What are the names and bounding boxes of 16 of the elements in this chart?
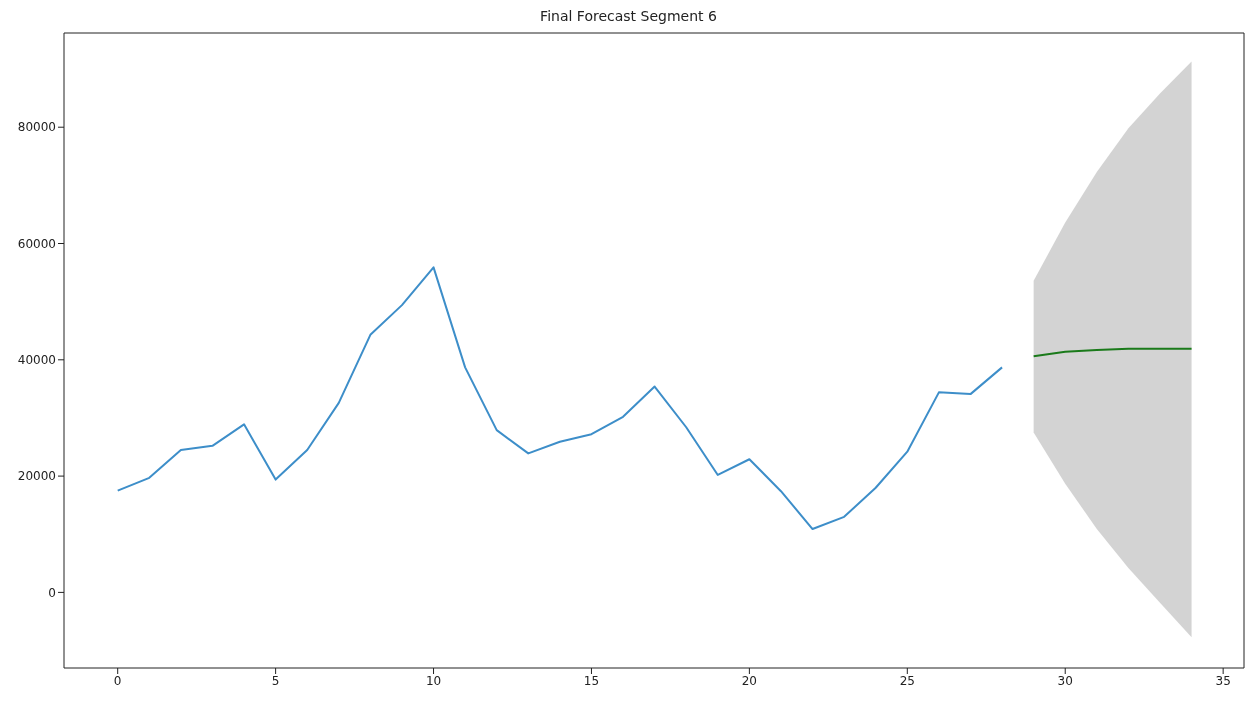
line-series [1032,347,1193,358]
y-tick-label: 20000 [17,469,56,484]
x-tick-label: 15 [583,673,600,688]
y-tick-label: 80000 [17,120,56,135]
x-tick-label: 20 [741,673,758,688]
y-tick-label: 0 [48,585,56,600]
y-tick-label: 60000 [17,236,56,251]
y-tick-label: 40000 [17,353,56,368]
x-tick-label: 10 [425,673,442,688]
x-tick-label: 25 [899,673,915,688]
x-tick-label: 0 [113,673,122,688]
x-tick-label: 35 [1215,673,1231,688]
x-tick-label: 5 [271,673,280,688]
chart-title: Final Forecast Segment 6 [539,8,718,26]
x-tick-label: 30 [1057,673,1073,688]
line-series [116,266,1004,531]
